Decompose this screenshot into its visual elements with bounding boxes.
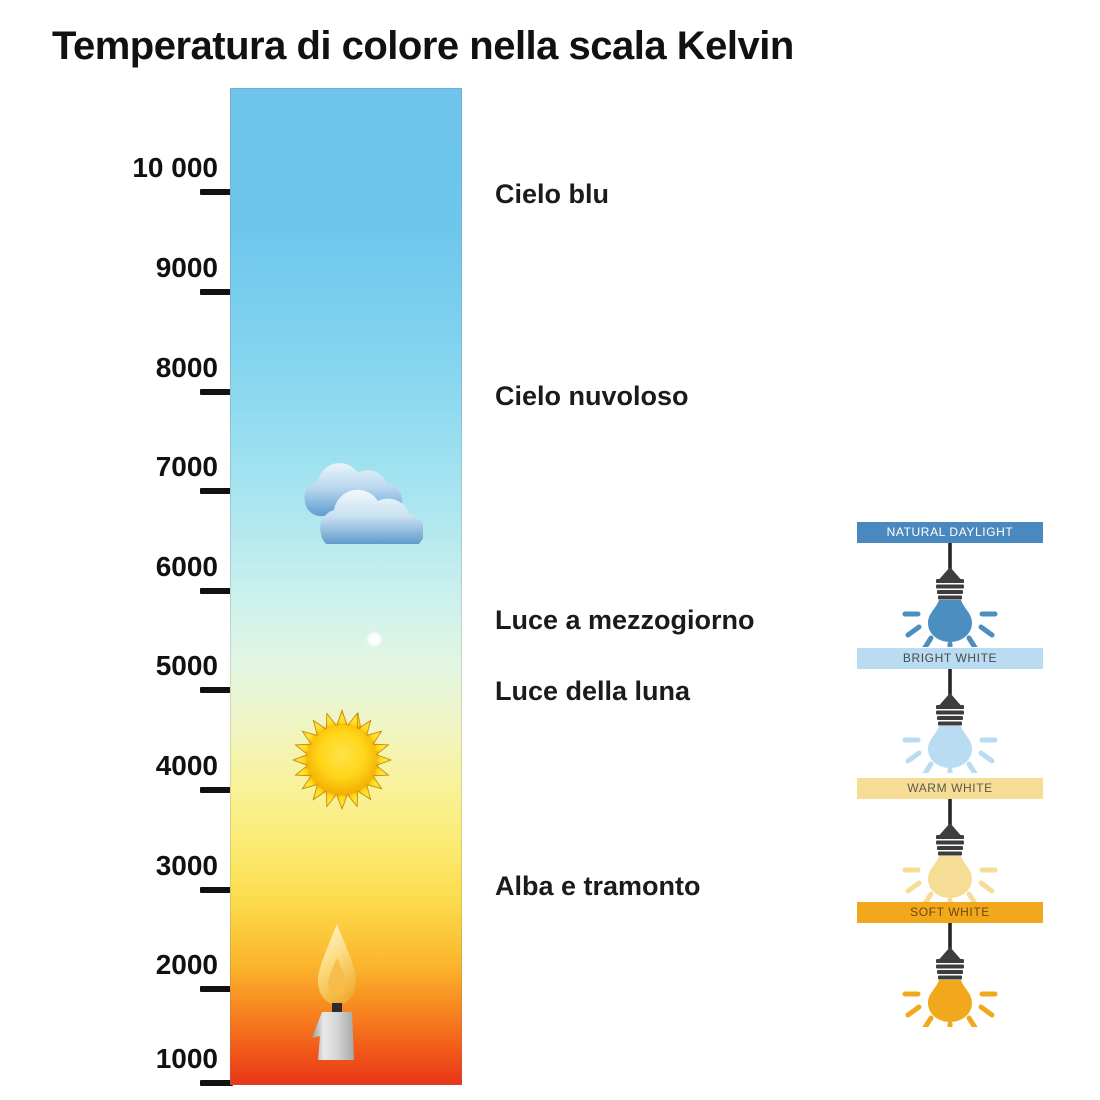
phase-label: Alba e tramonto [495,871,701,901]
kelvin-scale-bar [230,88,462,1085]
axis-tick [200,986,233,992]
axis-tick [200,588,233,594]
axis-tick [200,289,233,295]
axis-tick [200,687,233,693]
phase-label: Cielo blu [495,179,609,209]
axis-tick [200,887,233,893]
light-bulb-icon [900,923,1000,1038]
moon-icon [366,631,383,648]
bulb-legend-band: BRIGHT WHITE [857,648,1043,669]
light-bulb-icon [900,543,1000,658]
axis-tick [200,389,233,395]
sun-icon [288,708,396,812]
candle-icon [298,918,376,1066]
axis-tick-label: 4000 [155,750,218,781]
axis-tick [200,488,233,494]
bulb-legend-band: WARM WHITE [857,778,1043,799]
phase-label: Luce a mezzogiorno [495,605,755,635]
axis-tick-label: 10 000 [132,152,218,183]
axis-tick-label: 3000 [155,850,218,881]
axis-tick-label: 5000 [155,650,218,681]
axis-tick-label: 6000 [155,551,218,582]
bulb-legend-band: SOFT WHITE [857,902,1043,923]
axis-tick-label: 2000 [155,949,218,980]
axis-tick-label: 7000 [155,451,218,482]
axis-tick-label: 9000 [155,252,218,283]
axis-tick [200,1080,233,1086]
axis-tick-label: 8000 [155,352,218,383]
phase-label: Cielo nuvoloso [495,381,689,411]
cloud-icon [283,452,425,549]
light-bulb-icon [900,669,1000,784]
phase-label: Luce della luna [495,676,691,706]
axis-tick-label: 1000 [155,1043,218,1074]
page-title: Temperatura di colore nella scala Kelvin [52,24,794,68]
bulb-legend-band: NATURAL DAYLIGHT [857,522,1043,543]
axis-tick [200,787,233,793]
kelvin-gradient [230,88,462,1085]
axis-tick [200,189,233,195]
bulb-legend: NATURAL DAYLIGHT BRIGHT WHITE WARM WHITE SO… [857,515,1045,1075]
light-bulb-icon [900,799,1000,914]
